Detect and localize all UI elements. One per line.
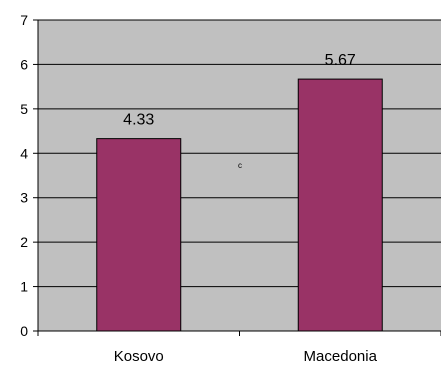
annotation-label: c	[238, 161, 242, 170]
y-tick-label: 6	[20, 56, 28, 72]
x-labels-group: Kosovo Macedonia	[37, 331, 441, 365]
bars-group	[96, 78, 383, 332]
bar	[96, 138, 182, 332]
x-category-label: Macedonia	[304, 348, 378, 365]
y-tick-label: 0	[20, 323, 28, 339]
y-tick-label: 3	[20, 190, 28, 206]
bar-data-label: 4.33	[123, 112, 154, 129]
data-labels-group: 4.33 5.67	[123, 52, 356, 129]
bar-data-label: 5.67	[325, 52, 356, 69]
y-tick-label: 7	[20, 12, 28, 28]
y-tick-label: 4	[20, 145, 28, 161]
y-tick-label: 2	[20, 234, 28, 250]
bar	[297, 78, 383, 332]
x-category-label: Kosovo	[114, 348, 164, 365]
y-tick-label: 5	[20, 101, 28, 117]
y-ticks-group: 0 1 2 3 4 5 6 7	[20, 12, 38, 339]
y-tick-label: 1	[20, 279, 28, 295]
